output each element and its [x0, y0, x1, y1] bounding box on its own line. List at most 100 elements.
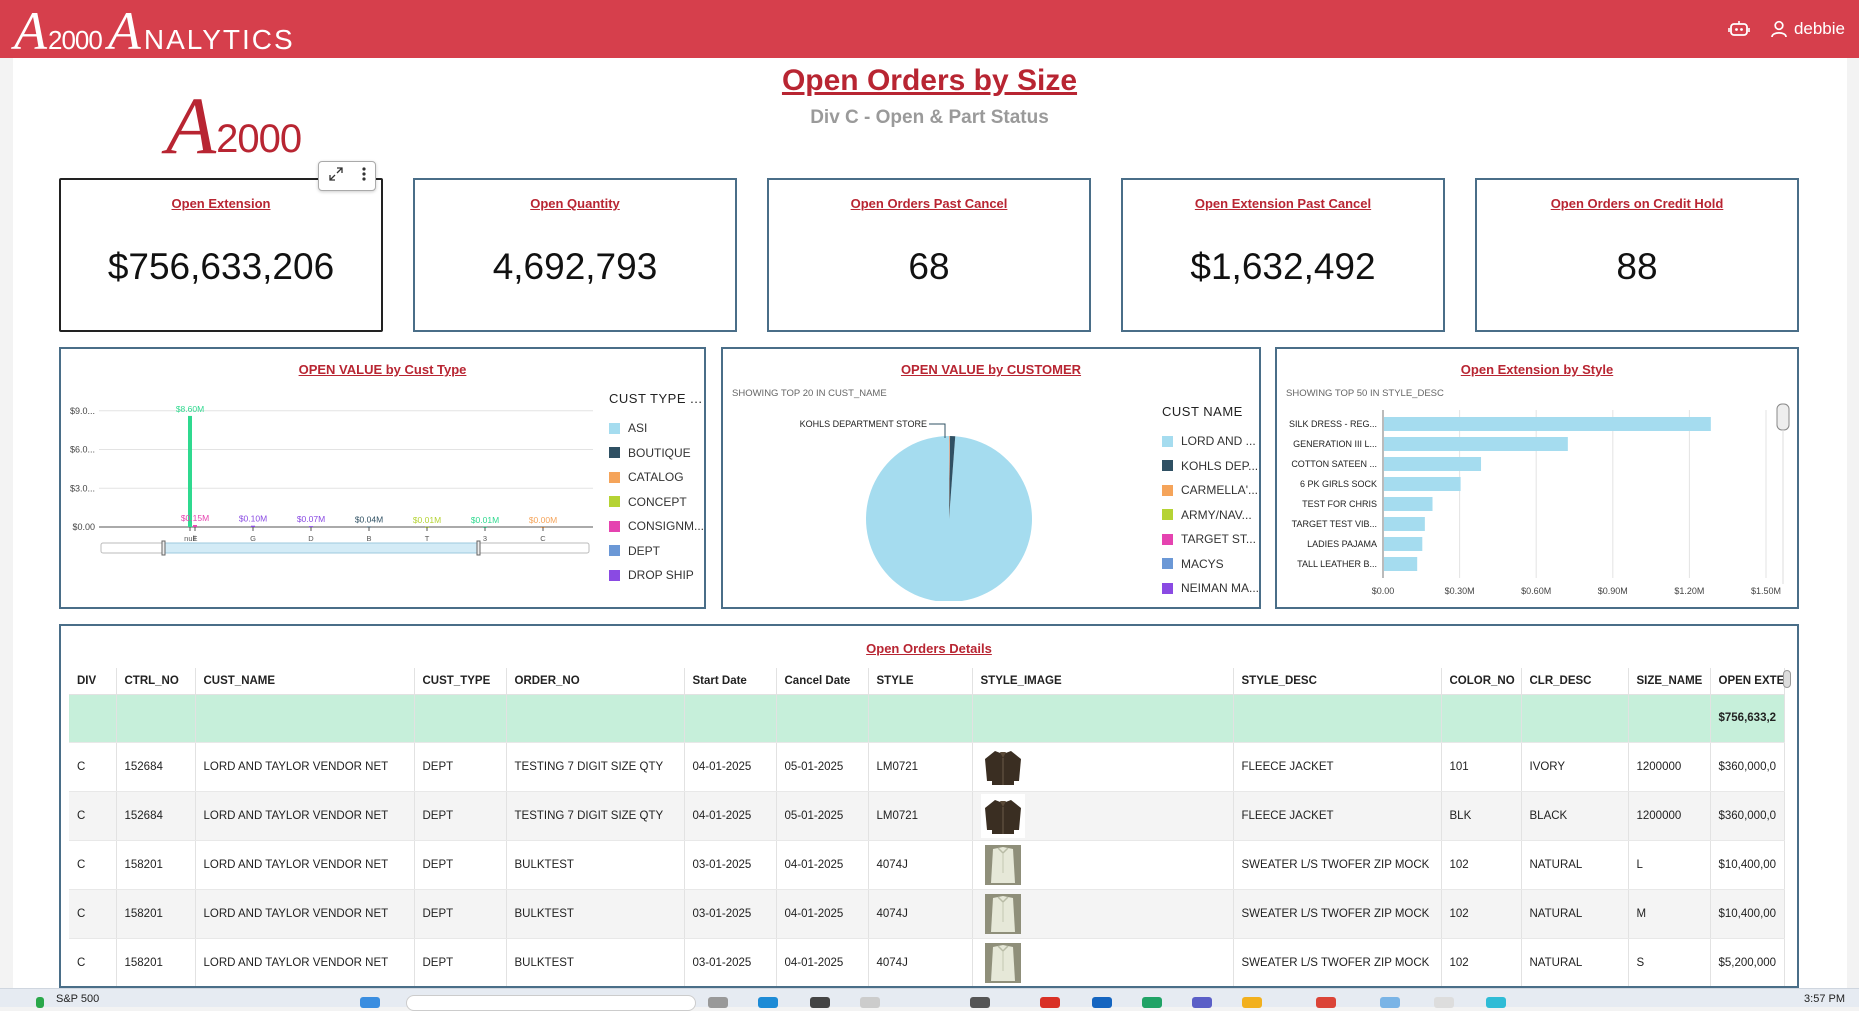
- legend-item-catalog[interactable]: CATALOG: [609, 465, 704, 490]
- customer-pie-chart[interactable]: KOHLS DEPARTMENT STORE: [731, 401, 1041, 601]
- kpi-open-extension-past-cancel[interactable]: Open Extension Past Cancel $1,632,492: [1121, 178, 1445, 332]
- column-header[interactable]: CUST_TYPE: [414, 668, 506, 694]
- start-icon[interactable]: [360, 997, 380, 1008]
- browser-icon[interactable]: [1486, 997, 1506, 1008]
- teams-icon[interactable]: [1192, 997, 1212, 1008]
- bar[interactable]: [1384, 537, 1422, 551]
- data-label: $0.04M: [355, 514, 383, 524]
- kpi-title: Open Quantity: [415, 196, 735, 211]
- legend-item-asi[interactable]: ASI: [609, 416, 704, 441]
- legend-item-target[interactable]: TARGET ST...: [1162, 527, 1259, 552]
- column-header[interactable]: Cancel Date: [776, 668, 868, 694]
- bar[interactable]: [251, 526, 255, 527]
- legend-swatch: [609, 545, 620, 556]
- bar[interactable]: [1384, 517, 1425, 531]
- legend-item-army-navy[interactable]: ARMY/NAV...: [1162, 503, 1259, 528]
- table-cell: BULKTEST: [506, 840, 684, 889]
- style-chart-panel[interactable]: Open Extension by Style SHOWING TOP 50 I…: [1275, 347, 1799, 609]
- cust-type-chart-panel[interactable]: OPEN VALUE by Cust Type $0.00$3.0...$6.0…: [59, 347, 706, 609]
- column-header[interactable]: ORDER_NO: [506, 668, 684, 694]
- column-header[interactable]: STYLE: [868, 668, 972, 694]
- mail-icon[interactable]: [1040, 997, 1060, 1008]
- kpi-open-quantity[interactable]: Open Quantity 4,692,793: [413, 178, 737, 332]
- user-menu[interactable]: debbie: [1768, 18, 1845, 40]
- more-options-icon[interactable]: [361, 166, 367, 186]
- column-header[interactable]: SIZE_NAME: [1628, 668, 1710, 694]
- outlook-icon[interactable]: [1092, 997, 1112, 1008]
- bar[interactable]: [1384, 477, 1461, 491]
- legend-item-macys[interactable]: MACYS: [1162, 552, 1259, 577]
- app-icon[interactable]: [970, 997, 990, 1008]
- x-tick-label: 3: [483, 534, 487, 543]
- legend-item-lord-and-taylor[interactable]: LORD AND ...: [1162, 429, 1259, 454]
- x-tick-label: E: [192, 534, 197, 543]
- chart-scrollbar[interactable]: [1777, 404, 1789, 430]
- cust-type-bar-chart[interactable]: $0.00$3.0...$6.0...$9.0...$8.60Mnull$0.1…: [63, 391, 603, 606]
- task-view-icon[interactable]: [708, 997, 728, 1008]
- expand-icon[interactable]: [328, 166, 344, 186]
- table-cell: FLEECE JACKET: [1233, 791, 1441, 840]
- assistant-bot-icon[interactable]: [1728, 18, 1750, 40]
- legend-swatch: [1162, 485, 1173, 496]
- excel-icon[interactable]: [1142, 997, 1162, 1008]
- taskbar-search[interactable]: [406, 995, 696, 1011]
- notepad-icon[interactable]: [1434, 997, 1454, 1008]
- bar[interactable]: [188, 416, 192, 527]
- stock-widget-icon[interactable]: [36, 997, 44, 1008]
- legend-item-boutique[interactable]: BOUTIQUE: [609, 441, 704, 466]
- bar[interactable]: [1384, 497, 1433, 511]
- chrome-icon[interactable]: [1316, 997, 1336, 1008]
- kpi-open-orders-credit-hold[interactable]: Open Orders on Credit Hold 88: [1475, 178, 1799, 332]
- explorer-icon[interactable]: [810, 997, 830, 1008]
- column-header[interactable]: STYLE_DESC: [1233, 668, 1441, 694]
- column-header[interactable]: STYLE_IMAGE: [972, 668, 1233, 694]
- legend-item-kohls[interactable]: KOHLS DEP...: [1162, 454, 1259, 479]
- table-scrollbar[interactable]: [1783, 670, 1791, 688]
- bar[interactable]: [1384, 437, 1568, 451]
- table-cell: $10,400,00: [1710, 840, 1785, 889]
- edge-icon[interactable]: [758, 997, 778, 1008]
- column-header[interactable]: COLOR_NO: [1441, 668, 1521, 694]
- legend-item-neiman[interactable]: NEIMAN MA...: [1162, 576, 1259, 601]
- kpi-open-extension[interactable]: Open Extension $756,633,206: [59, 178, 383, 332]
- store-icon[interactable]: [860, 997, 880, 1008]
- column-header[interactable]: CLR_DESC: [1521, 668, 1628, 694]
- column-header[interactable]: OPEN EXTE: [1710, 668, 1785, 694]
- legend-item-concept[interactable]: CONCEPT: [609, 490, 704, 515]
- bar[interactable]: [1384, 417, 1711, 431]
- legend-item-drop-ship[interactable]: DROP SHIP: [609, 563, 704, 588]
- table-cell: LORD AND TAYLOR VENDOR NET: [195, 938, 414, 987]
- range-slider-thumb[interactable]: [163, 543, 479, 553]
- column-header[interactable]: DIV: [69, 668, 116, 694]
- legend-item-carmella[interactable]: CARMELLA'...: [1162, 478, 1259, 503]
- column-header[interactable]: CTRL_NO: [116, 668, 195, 694]
- files-icon[interactable]: [1242, 997, 1262, 1008]
- style-hbar-chart[interactable]: $0.00$0.30M$0.60M$0.90M$1.20M$1.50MSILK …: [1281, 402, 1793, 607]
- bar[interactable]: [1384, 557, 1417, 571]
- legend-title: CUST NAME: [1162, 404, 1259, 419]
- column-header[interactable]: Start Date: [684, 668, 776, 694]
- legend-swatch: [1162, 509, 1173, 520]
- kpi-value: $756,633,206: [61, 246, 381, 288]
- customer-pie-panel[interactable]: OPEN VALUE by CUSTOMER SHOWING TOP 20 IN…: [721, 347, 1261, 609]
- settings-icon[interactable]: [1380, 997, 1400, 1008]
- legend-item-dept[interactable]: DEPT: [609, 539, 704, 564]
- bar[interactable]: [1384, 457, 1481, 471]
- bar[interactable]: [309, 526, 313, 527]
- taskbar-clock[interactable]: 3:57 PM: [1804, 993, 1845, 1005]
- chart-title: OPEN VALUE by Cust Type: [61, 362, 704, 377]
- stock-widget[interactable]: S&P 500: [56, 993, 99, 1005]
- column-header[interactable]: CUST_NAME: [195, 668, 414, 694]
- kpi-open-orders-past-cancel[interactable]: Open Orders Past Cancel 68: [767, 178, 1091, 332]
- x-tick-label: G: [250, 534, 256, 543]
- legend-item-consignment[interactable]: CONSIGNM...: [609, 514, 704, 539]
- bar[interactable]: [193, 525, 197, 527]
- table-cell: DEPT: [414, 791, 506, 840]
